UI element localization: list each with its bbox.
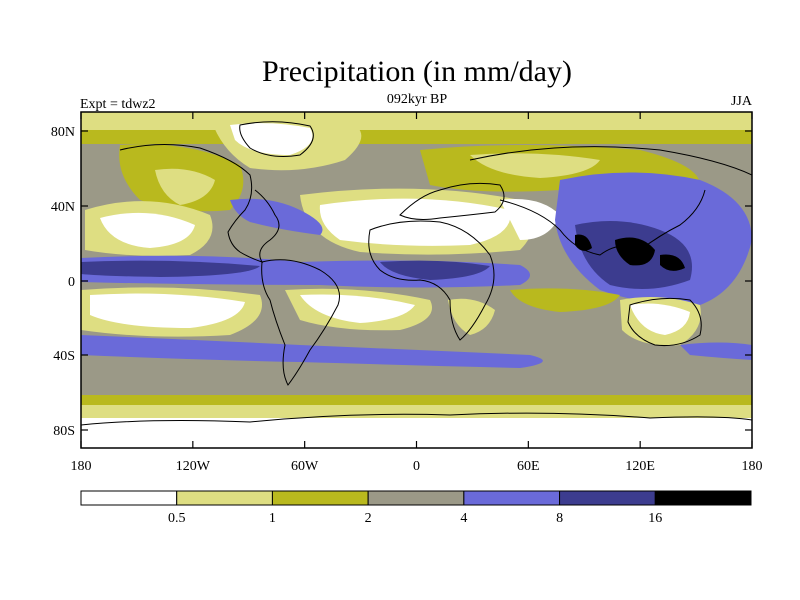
- colorbar-swatch: [367, 490, 465, 506]
- colorbar-swatch: [654, 490, 752, 506]
- lat-tick-label: 0: [68, 275, 75, 290]
- colorbar-swatch: [271, 490, 369, 506]
- season-label: JJA: [731, 94, 753, 109]
- colorbar-label: 2: [365, 511, 372, 526]
- field-sindian-olive: [510, 288, 620, 312]
- field-itcz-pacific-heavy: [81, 260, 260, 277]
- field-namerica-pale: [155, 168, 215, 205]
- field-npacific-dry: [100, 212, 195, 248]
- coast-australia: [627, 297, 702, 346]
- field-australia-dry: [630, 303, 690, 335]
- latitude-axis: 80N 40N 0 40S 80S: [51, 125, 752, 439]
- lat-tick-label: 40S: [53, 349, 75, 364]
- colorbar-label: 16: [648, 511, 662, 526]
- coast-africa: [368, 220, 495, 341]
- colorbar-label: 0.5: [168, 511, 186, 526]
- precipitation-field: [81, 112, 752, 448]
- period-label: 092kyr BP: [387, 92, 448, 107]
- lat-tick-label: 80S: [53, 424, 75, 439]
- longitude-axis: 180 120W 60W 0 60E 120E 180: [71, 112, 763, 474]
- colorbar-swatch: [80, 490, 178, 506]
- coast-antarctica: [81, 412, 752, 426]
- field-southern-stormtrack-east: [680, 342, 752, 360]
- lat-tick-label: 80N: [51, 125, 75, 140]
- coast-europe: [399, 182, 505, 220]
- colorbar: 0.5 1 2 4 8 16: [80, 490, 752, 526]
- field-spacific-dry: [90, 293, 245, 328]
- field-southern-stormtrack: [81, 335, 543, 368]
- field-monsoon-extreme: [615, 237, 655, 266]
- field-greenland-dry: [230, 123, 313, 155]
- field-wpacific-extreme: [660, 254, 685, 271]
- field-antarctic-pale: [81, 405, 752, 420]
- lon-tick-label: 60W: [291, 459, 319, 474]
- lon-tick-label: 120E: [625, 459, 655, 474]
- chart-title: Precipitation (in mm/day): [262, 55, 572, 88]
- colorbar-swatch: [463, 490, 561, 506]
- colorbar-swatch: [559, 490, 656, 506]
- field-arabia-dry: [500, 199, 560, 240]
- experiment-label: Expt = tdwz2: [80, 97, 156, 112]
- field-sahara-dry: [319, 198, 511, 246]
- lon-tick-label: 0: [413, 459, 420, 474]
- colorbar-label: 8: [556, 511, 563, 526]
- field-satlantic-dry: [300, 294, 415, 323]
- lon-tick-label: 180: [71, 459, 92, 474]
- lon-tick-label: 120W: [176, 459, 211, 474]
- field-siberia-pale: [470, 153, 600, 178]
- colorbar-swatch: [176, 490, 273, 506]
- coastlines: [81, 121, 752, 426]
- lon-tick-label: 60E: [517, 459, 540, 474]
- colorbar-label: 1: [269, 511, 276, 526]
- coast-north-america: [119, 143, 280, 263]
- lon-tick-label: 180: [742, 459, 763, 474]
- lat-tick-label: 40N: [51, 200, 75, 215]
- field-arctic-olive: [81, 130, 752, 144]
- coast-south-america: [261, 259, 340, 386]
- field-itcz-africa-heavy: [380, 260, 490, 280]
- colorbar-label: 4: [460, 511, 467, 526]
- coast-asia: [469, 146, 752, 256]
- coast-greenland: [239, 121, 314, 157]
